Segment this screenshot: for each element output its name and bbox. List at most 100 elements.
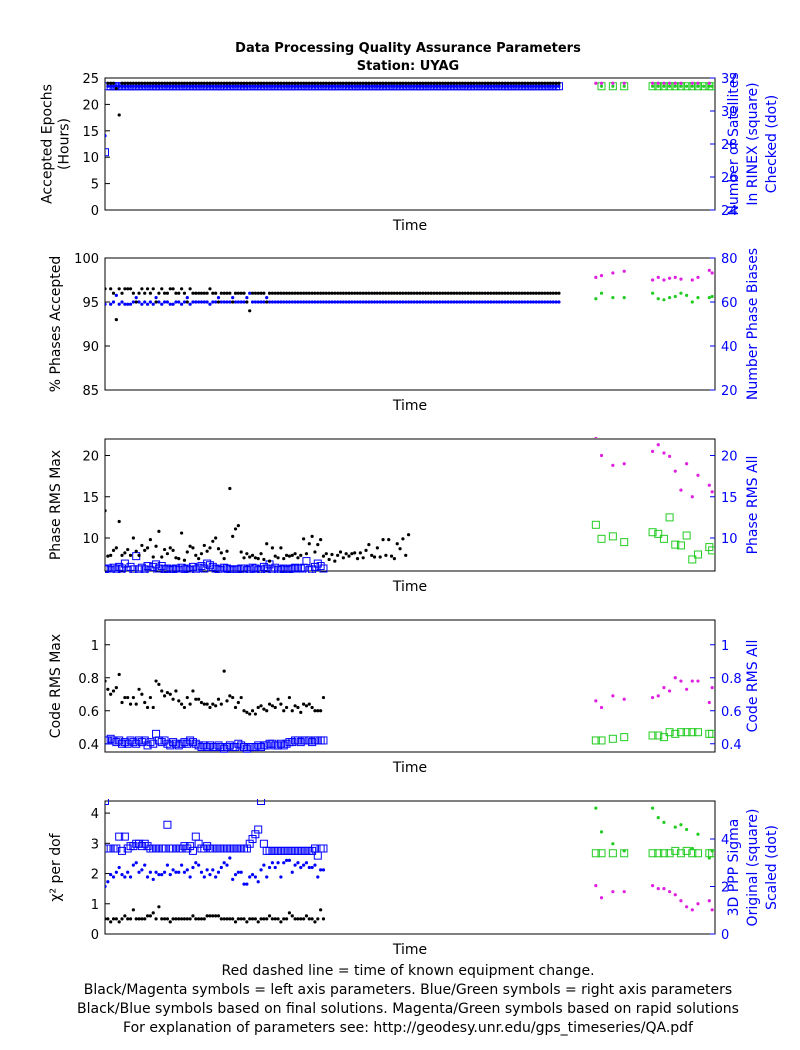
final-left-dot xyxy=(140,81,144,85)
final-left-dot xyxy=(432,81,436,85)
final-left-dot xyxy=(239,550,243,554)
data-marks xyxy=(105,799,715,924)
final-left-dot xyxy=(216,697,221,701)
right-y-axis-label: In RINEX (square) xyxy=(745,82,761,205)
final-right-square xyxy=(129,842,138,851)
final-right-dot xyxy=(500,300,504,304)
rapid-right-dot xyxy=(710,294,714,299)
final-left-dot xyxy=(299,917,303,921)
final-right-dot xyxy=(307,84,311,88)
final-right-dot xyxy=(330,84,334,88)
final-right-square xyxy=(271,563,280,572)
final-left-dot xyxy=(273,917,277,921)
x-axis-label: Time xyxy=(392,760,427,776)
final-left-dot xyxy=(208,81,212,85)
rapid-left-dot xyxy=(668,689,672,693)
final-left-dot xyxy=(387,291,391,295)
final-right-square xyxy=(163,564,172,573)
final-right-dot xyxy=(157,873,161,877)
final-right-dot xyxy=(418,84,422,88)
final-left-dot xyxy=(128,287,133,291)
rapid-right-dot xyxy=(599,291,604,295)
final-left-dot xyxy=(137,553,141,557)
final-left-dot xyxy=(199,81,204,85)
final-left-dot xyxy=(511,81,516,85)
final-left-dot xyxy=(117,920,121,924)
final-right-dot xyxy=(131,84,135,88)
final-left-dot xyxy=(134,81,138,85)
final-right-dot xyxy=(253,84,257,88)
final-left-dot xyxy=(424,81,428,85)
final-left-dot xyxy=(506,291,510,295)
final-left-dot xyxy=(145,705,150,710)
final-left-dot xyxy=(168,81,172,85)
final-right-dot xyxy=(452,84,456,88)
final-left-dot xyxy=(128,702,133,706)
final-left-dot xyxy=(310,917,314,921)
final-right-dot xyxy=(174,870,178,874)
final-left-dot xyxy=(316,917,320,921)
rapid-right-square xyxy=(671,729,680,738)
final-right-square xyxy=(257,743,266,752)
final-left-dot xyxy=(279,291,283,295)
final-left-dot xyxy=(472,291,476,295)
rapid-right-square xyxy=(676,728,685,737)
final-left-dot xyxy=(435,81,439,85)
final-left-dot xyxy=(191,546,195,550)
final-left-dot xyxy=(114,917,118,921)
x-axis-label: Time xyxy=(392,942,427,958)
rapid-right-square xyxy=(597,736,606,745)
final-left-dot xyxy=(389,81,394,85)
final-right-dot xyxy=(483,84,487,88)
rapid-left-dot xyxy=(622,697,626,701)
final-right-dot xyxy=(551,84,555,88)
final-right-square xyxy=(276,739,285,748)
final-right-dot xyxy=(480,84,484,88)
final-left-dot xyxy=(126,695,130,700)
final-right-dot xyxy=(421,84,425,88)
final-right-dot xyxy=(242,882,246,886)
final-right-dot xyxy=(395,84,399,88)
final-right-square xyxy=(105,148,109,157)
final-left-dot xyxy=(211,702,215,706)
final-left-dot xyxy=(313,291,317,295)
final-right-dot xyxy=(435,84,439,88)
final-left-dot xyxy=(415,291,419,295)
final-right-square xyxy=(149,562,158,571)
final-right-square xyxy=(177,739,186,748)
final-left-dot xyxy=(114,318,118,322)
final-right-dot xyxy=(231,296,235,300)
final-right-dot xyxy=(540,300,544,304)
final-right-dot xyxy=(233,873,238,877)
final-left-dot xyxy=(378,291,382,295)
final-left-dot xyxy=(446,291,450,295)
final-left-dot xyxy=(347,291,351,295)
final-right-square xyxy=(105,736,109,745)
final-left-dot xyxy=(503,291,507,295)
final-left-dot xyxy=(219,291,223,295)
final-left-dot xyxy=(197,697,201,701)
final-right-dot xyxy=(290,300,294,304)
rapid-left-dot xyxy=(696,275,700,279)
final-left-dot xyxy=(250,553,255,557)
final-right-dot xyxy=(537,84,541,88)
final-right-dot xyxy=(154,296,158,300)
final-right-dot xyxy=(143,84,147,88)
final-right-dot xyxy=(114,870,118,874)
final-left-dot xyxy=(265,542,269,546)
rapid-right-dot xyxy=(668,296,672,300)
final-left-dot xyxy=(177,917,181,921)
final-left-dot xyxy=(466,81,470,85)
final-right-dot xyxy=(350,84,354,88)
final-left-dot xyxy=(299,553,303,557)
rapid-left-dot xyxy=(650,81,655,85)
final-left-dot xyxy=(509,81,513,85)
right-tick-label: 0.6 xyxy=(721,705,742,720)
right-tick-label: 2 xyxy=(721,881,729,896)
final-right-dot xyxy=(225,84,229,88)
final-left-dot xyxy=(537,81,541,85)
final-right-square xyxy=(194,741,203,750)
final-left-dot xyxy=(120,81,124,85)
final-left-dot xyxy=(168,287,172,291)
final-right-dot xyxy=(350,300,354,304)
